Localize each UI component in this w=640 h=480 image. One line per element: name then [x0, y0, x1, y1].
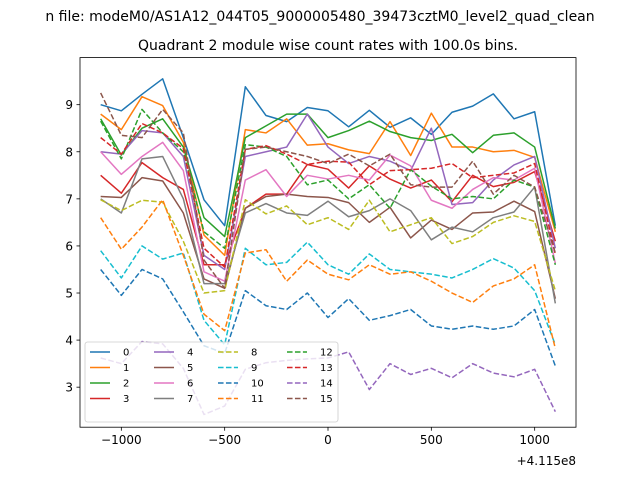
x-tick-label: 0 — [324, 433, 332, 447]
legend-label-7: 7 — [187, 394, 193, 405]
x-tick-label: 1000 — [519, 433, 550, 447]
legend-label-2: 2 — [123, 379, 129, 390]
y-tick-label: 8 — [65, 145, 73, 159]
legend-label-14: 14 — [320, 379, 333, 390]
legend-label-10: 10 — [251, 379, 264, 390]
chart-title: Quadrant 2 module wise count rates with … — [138, 38, 518, 54]
series-line-6 — [100, 141, 557, 282]
legend-frame — [84, 341, 339, 423]
x-tick-label: −1000 — [101, 433, 142, 447]
legend-label-6: 6 — [187, 379, 193, 390]
legend-label-12: 12 — [320, 348, 333, 359]
legend-label-3: 3 — [123, 394, 129, 405]
legend-label-9: 9 — [251, 363, 257, 374]
y-tick-label: 3 — [65, 381, 73, 395]
y-tick-label: 9 — [65, 98, 73, 112]
plot-area — [99, 78, 557, 416]
legend-label-13: 13 — [320, 363, 333, 374]
series-line-9 — [100, 241, 557, 346]
y-axis: 3 4 5 6 7 8 9 — [65, 98, 80, 395]
series-line-12 — [100, 108, 557, 265]
series-line-11 — [100, 199, 557, 349]
legend-label-5: 5 — [187, 363, 193, 374]
series-line-4 — [100, 113, 557, 271]
series-line-10 — [100, 268, 557, 367]
x-tick-label: −500 — [208, 433, 241, 447]
x-axis: −1000 −500 0 500 1000 — [101, 427, 550, 447]
x-offset-label: +4.115e8 — [517, 454, 576, 468]
legend-label-8: 8 — [251, 348, 257, 359]
series-line-2 — [100, 113, 557, 238]
series-line-1 — [100, 95, 557, 257]
series-line-13 — [100, 122, 557, 268]
legend-label-4: 4 — [187, 348, 193, 359]
legend-label-11: 11 — [251, 394, 264, 405]
series-line-5 — [100, 176, 557, 299]
y-tick-label: 4 — [65, 334, 73, 348]
y-tick-label: 5 — [65, 287, 73, 301]
figure-suptitle: n file: modeM0/AS1A12_044T05_9000005480_… — [45, 9, 594, 25]
x-tick-label: 500 — [420, 433, 443, 447]
series-line-0 — [100, 78, 557, 227]
series-line-8 — [100, 199, 557, 294]
series-line-15 — [99, 92, 557, 290]
legend-label-0: 0 — [123, 348, 129, 359]
series-line-7 — [100, 155, 557, 304]
legend-label-1: 1 — [123, 363, 129, 374]
y-tick-label: 6 — [65, 239, 73, 253]
y-tick-label: 7 — [65, 192, 73, 206]
legend-label-15: 15 — [320, 394, 333, 405]
